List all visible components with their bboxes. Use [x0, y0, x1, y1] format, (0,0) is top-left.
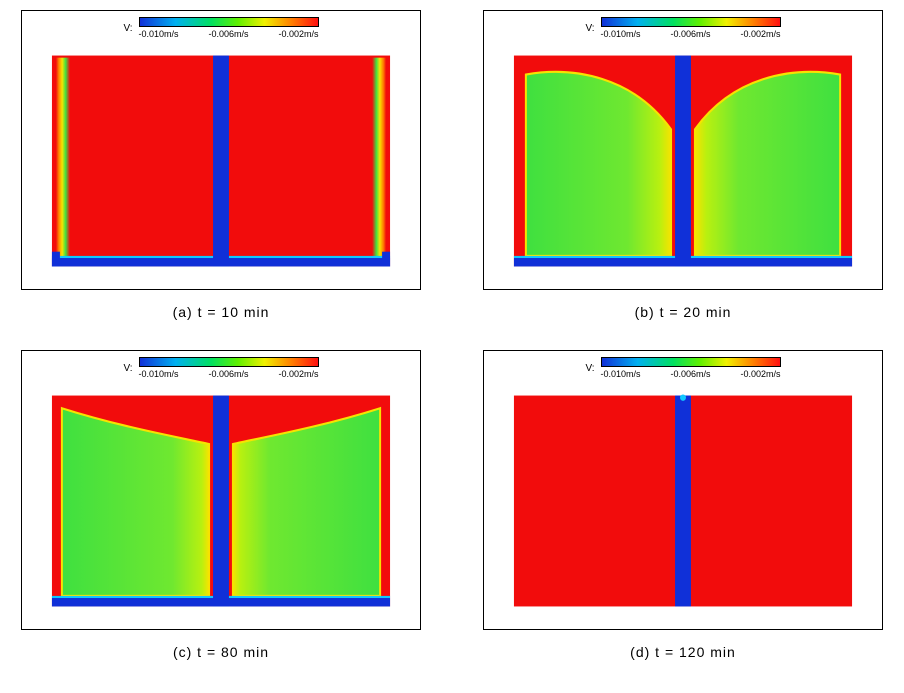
- legend-tick: -0.002m/s: [741, 369, 781, 379]
- legend-ticks: -0.010m/s -0.006m/s -0.002m/s: [139, 369, 319, 379]
- legend-tick: -0.010m/s: [139, 29, 179, 39]
- legend-tick: -0.002m/s: [279, 369, 319, 379]
- legend-bar-wrap: -0.010m/s -0.006m/s -0.002m/s: [139, 17, 319, 39]
- panel-c: V: -0.010m/s -0.006m/s -0.002m/s: [21, 350, 421, 630]
- legend-tick: -0.002m/s: [279, 29, 319, 39]
- legend-bar-wrap: -0.010m/s -0.006m/s -0.002m/s: [139, 357, 319, 379]
- legend-tick: -0.010m/s: [139, 369, 179, 379]
- panel-caption: (c) t = 80 min: [173, 644, 269, 660]
- panel-caption: (b) t = 20 min: [635, 304, 732, 320]
- legend-tick: -0.006m/s: [209, 29, 249, 39]
- legend-bar: [601, 357, 781, 367]
- legend-bar: [139, 357, 319, 367]
- legend-bar: [139, 17, 319, 27]
- legend-row: V: -0.010m/s -0.006m/s -0.002m/s: [585, 17, 780, 39]
- legend-tick: -0.006m/s: [671, 369, 711, 379]
- legend-row: V: -0.010m/s -0.006m/s -0.002m/s: [123, 357, 318, 379]
- sim-area: [504, 45, 862, 277]
- panel-b-cell: V: -0.010m/s -0.006m/s -0.002m/s: [472, 10, 894, 320]
- legend-bar-wrap: -0.010m/s -0.006m/s -0.002m/s: [601, 357, 781, 379]
- sim-svg-b: [504, 45, 862, 277]
- sim-area: [42, 385, 400, 617]
- legend-tick: -0.006m/s: [209, 369, 249, 379]
- legend-variable: V:: [585, 23, 594, 34]
- panel-caption: (d) t = 120 min: [630, 644, 736, 660]
- legend-row: V: -0.010m/s -0.006m/s -0.002m/s: [123, 17, 318, 39]
- sim-svg-d: [504, 385, 862, 617]
- sim-area: [504, 385, 862, 617]
- legend-row: V: -0.010m/s -0.006m/s -0.002m/s: [585, 357, 780, 379]
- legend-bar: [601, 17, 781, 27]
- legend-tick: -0.002m/s: [741, 29, 781, 39]
- legend-tick: -0.010m/s: [601, 369, 641, 379]
- legend-ticks: -0.010m/s -0.006m/s -0.002m/s: [601, 369, 781, 379]
- legend-variable: V:: [123, 23, 132, 34]
- sim-svg-c: [42, 385, 400, 617]
- legend-bar-wrap: -0.010m/s -0.006m/s -0.002m/s: [601, 17, 781, 39]
- panel-d-cell: V: -0.010m/s -0.006m/s -0.002m/s: [472, 350, 894, 660]
- legend-ticks: -0.010m/s -0.006m/s -0.002m/s: [139, 29, 319, 39]
- legend-ticks: -0.010m/s -0.006m/s -0.002m/s: [601, 29, 781, 39]
- legend-tick: -0.010m/s: [601, 29, 641, 39]
- figure-grid: V: -0.010m/s -0.006m/s -0.002m/s: [10, 10, 894, 660]
- panel-a-cell: V: -0.010m/s -0.006m/s -0.002m/s: [10, 10, 432, 320]
- legend-variable: V:: [123, 363, 132, 374]
- legend-tick: -0.006m/s: [671, 29, 711, 39]
- legend-variable: V:: [585, 363, 594, 374]
- panel-c-cell: V: -0.010m/s -0.006m/s -0.002m/s: [10, 350, 432, 660]
- sim-svg-a: [42, 45, 400, 277]
- panel-b: V: -0.010m/s -0.006m/s -0.002m/s: [483, 10, 883, 290]
- panel-d: V: -0.010m/s -0.006m/s -0.002m/s: [483, 350, 883, 630]
- sim-area: [42, 45, 400, 277]
- panel-caption: (a) t = 10 min: [173, 304, 270, 320]
- panel-a: V: -0.010m/s -0.006m/s -0.002m/s: [21, 10, 421, 290]
